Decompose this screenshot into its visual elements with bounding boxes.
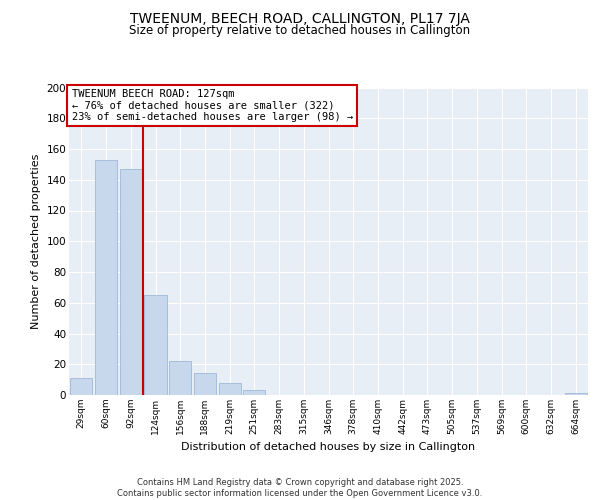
Bar [169,361,191,395]
Bar [119,169,142,395]
Bar [218,382,241,395]
Y-axis label: Number of detached properties: Number of detached properties [31,154,41,329]
Text: Size of property relative to detached houses in Callington: Size of property relative to detached ho… [130,24,470,37]
X-axis label: Distribution of detached houses by size in Callington: Distribution of detached houses by size … [181,442,476,452]
Text: TWEENUM, BEECH ROAD, CALLINGTON, PL17 7JA: TWEENUM, BEECH ROAD, CALLINGTON, PL17 7J… [130,12,470,26]
Bar [243,390,265,395]
Bar [565,394,587,395]
Text: TWEENUM BEECH ROAD: 127sqm
← 76% of detached houses are smaller (322)
23% of sem: TWEENUM BEECH ROAD: 127sqm ← 76% of deta… [71,89,353,122]
Bar [194,374,216,395]
Text: Contains HM Land Registry data © Crown copyright and database right 2025.
Contai: Contains HM Land Registry data © Crown c… [118,478,482,498]
Bar [70,378,92,395]
Bar [95,160,117,395]
Bar [145,295,167,395]
